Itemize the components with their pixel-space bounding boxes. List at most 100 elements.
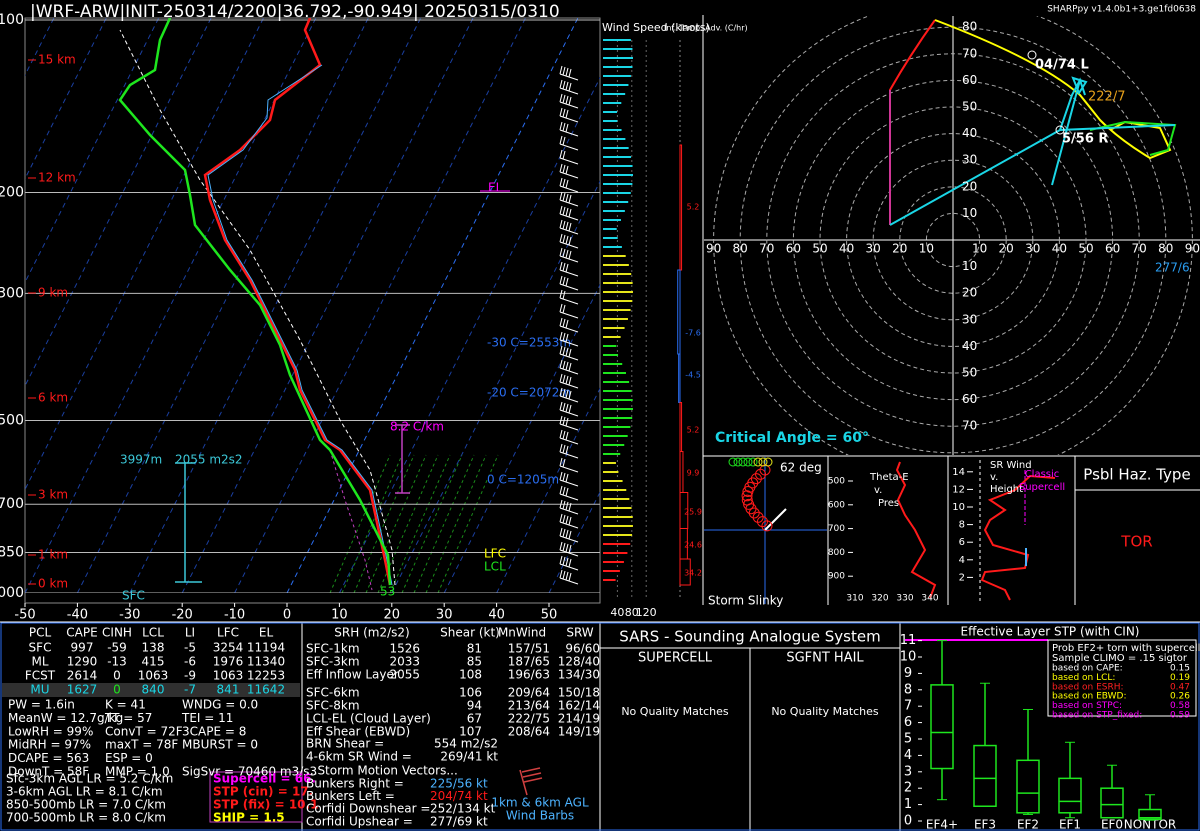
sars-supercell-result: No Quality Matches: [621, 705, 729, 718]
barb-feather: [568, 96, 572, 106]
height-label: 0 km: [38, 577, 68, 591]
thermo-cell: 1063: [138, 669, 169, 683]
hodo-tick: 80: [962, 20, 977, 34]
stp-category: EF2: [1017, 818, 1039, 831]
hodo-tick: 40: [1052, 242, 1067, 256]
thermo-cell: 138: [142, 641, 165, 655]
barb-feather: [565, 487, 569, 497]
version-label: SHARPpy v1.4.0b1+3.ge1fd0638: [1047, 5, 1196, 15]
hodo-tick: 60: [962, 392, 977, 406]
temp-label: 30: [436, 608, 453, 623]
barb-feather: [562, 374, 566, 384]
theta-title: v.: [874, 485, 882, 496]
box: [1100, 787, 1124, 819]
barb-feather: [565, 543, 569, 553]
stp-legend-title: Prob EF2+ torn with supercell: [1052, 643, 1200, 654]
barb-feather: [568, 250, 572, 260]
stp-category: EF3: [974, 818, 996, 831]
supercell-label: Supercell: [1019, 482, 1065, 493]
isotherm: [548, 491, 600, 593]
thermo-cell: 11340: [247, 655, 285, 669]
thermo-cell: ML: [31, 655, 48, 669]
window-title: |WRF-ARW|INIT-250314/2200|36.792,-90.949…: [30, 2, 560, 22]
barb-feather: [562, 528, 566, 538]
hodo-tick: 40: [839, 242, 854, 256]
thermo-cell: 11642: [247, 683, 285, 697]
pressure-label: 850: [0, 545, 24, 561]
kin-mnwind: 187/65: [508, 655, 550, 669]
barb-feather: [568, 502, 572, 512]
isotherm: [496, 387, 600, 593]
barb-feather: [559, 569, 563, 579]
hodo-tick: 10: [962, 206, 977, 220]
barb-feather: [559, 177, 563, 187]
barb-feather: [562, 458, 566, 468]
barb-feather: [562, 66, 566, 76]
isotherm: [234, 18, 527, 593]
temp-label: 0: [283, 608, 291, 623]
kin-mnwind: 208/64: [508, 725, 550, 739]
theta-xtick: 330: [896, 594, 913, 604]
barb-feather: [565, 207, 569, 217]
barb-feather: [568, 208, 572, 218]
hodo-tick: 30: [962, 153, 977, 167]
index-cell: DCAPE = 563: [8, 751, 89, 765]
barb-feather: [559, 387, 563, 397]
thermo-header: LCL: [142, 626, 164, 640]
barb-feather: [559, 149, 563, 159]
el-label: EL: [488, 181, 503, 195]
kin-other-label: BRN Shear =: [306, 737, 384, 751]
barb-feather: [559, 443, 563, 453]
adv-title: Inf. Temp. Adv. (C/hr): [664, 24, 748, 33]
barb-feather: [562, 122, 566, 132]
barb-feather: [565, 193, 569, 203]
adv-label: 24.6: [684, 541, 702, 550]
stp-legend-value: 0.47: [1170, 682, 1190, 692]
barb-feather: [565, 571, 569, 581]
thermo-cell: 3254: [213, 641, 244, 655]
barb-feather: [565, 347, 569, 357]
barb-feather: [559, 485, 563, 495]
pressure-label: 1000: [0, 585, 24, 601]
thermo-header: PCL: [29, 626, 52, 640]
stp-legend-value: 0.19: [1170, 673, 1190, 683]
isotherm: [129, 18, 422, 593]
hodo-tick: 60: [962, 73, 977, 87]
hodo-ring: [872, 159, 1034, 321]
barb-feather: [565, 109, 569, 119]
composite: STP (cin) = 17.: [213, 785, 313, 799]
motion-value: 225/56 kt: [430, 777, 488, 791]
mixing-ratio: [365, 454, 427, 593]
kin-label: SFC-3km: [306, 655, 360, 669]
kin-label: LCL-EL (Cloud Layer): [306, 712, 431, 726]
hodo-tick: 40: [962, 339, 977, 353]
stp-legend-label: based on ESRH:: [1052, 682, 1124, 692]
hodo-tick: 20: [962, 179, 977, 193]
mean-wind-label: 222/7: [1088, 90, 1125, 105]
barb-feather: [562, 500, 566, 510]
kin-label: SFC-1km: [306, 642, 360, 656]
temp-label: -10: [224, 608, 245, 623]
theta-ptick: 700: [828, 524, 845, 534]
wind-title: Wind Speed (knots): [602, 21, 710, 34]
barb-feather: [559, 317, 563, 327]
barb-flag: [523, 777, 543, 783]
kin-other-value: 269/41 kt: [440, 750, 498, 764]
mu-highlight: [2, 683, 300, 697]
kin-srw: 128/40: [558, 655, 600, 669]
barb-feather: [562, 388, 566, 398]
hodo-ring: [899, 186, 1007, 294]
hodo-tick: 20: [999, 242, 1014, 256]
hodo-tick: 90: [706, 242, 721, 256]
barb-feather: [559, 415, 563, 425]
sars-title: SARS - Sounding Analogue System: [619, 628, 880, 646]
right-mover-label: 5/56 R: [1062, 132, 1108, 147]
mixing-ratio: [353, 454, 415, 593]
barb-feather: [559, 331, 563, 341]
hodo-tick: 60: [786, 242, 801, 256]
slinky-ring: [755, 468, 767, 480]
barb-feather: [562, 486, 566, 496]
thermo-header: CINH: [102, 626, 132, 640]
srwind-title: SR Wind: [990, 460, 1032, 471]
thermo-cell: -9: [184, 669, 196, 683]
